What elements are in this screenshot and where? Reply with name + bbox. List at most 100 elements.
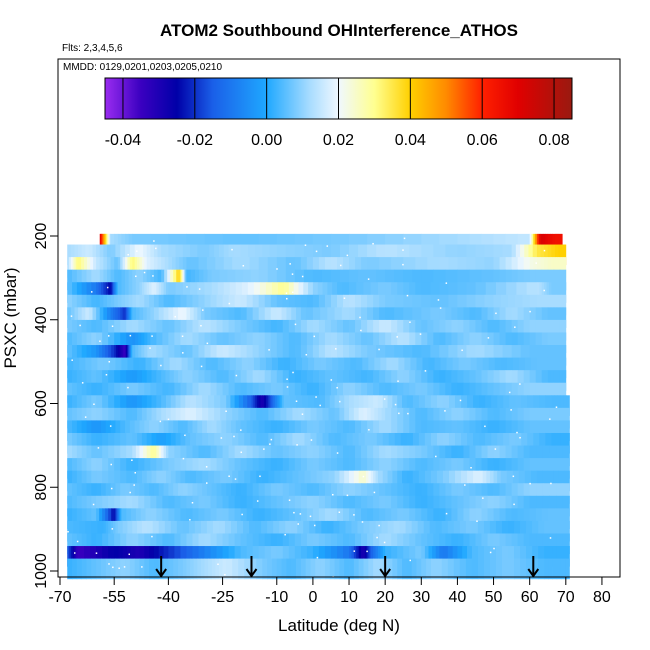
heatmap-cell [161,407,167,429]
heatmap-cell [511,495,519,517]
heatmap-cell [276,319,284,341]
heatmap-cell [463,332,470,354]
heatmap-cell [128,307,131,328]
heatmap-cell [173,483,179,504]
heatmap-cell [421,483,428,504]
heatmap-cell [349,458,356,479]
heatmap-cell [487,407,494,429]
heatmap-cell [114,432,121,454]
heatmap-cell [349,420,356,442]
heatmap-cell [562,420,570,442]
heatmap-cell [76,370,83,391]
heatmap-cell [373,370,380,391]
heatmap-cell [78,546,85,567]
heatmap-cell [554,395,558,416]
gap-dot [476,520,478,522]
heatmap-cell [180,495,187,517]
heatmap-cell [206,520,214,542]
heatmap-cell [380,357,387,379]
heatmap-cell [353,470,360,492]
heatmap-cell [536,244,541,266]
gap-dot [128,553,131,556]
heatmap-cell [226,483,232,504]
heatmap-cell [529,319,537,341]
heatmap-cell [349,244,359,266]
heatmap-cell [373,508,380,529]
heatmap-cell [233,244,242,266]
heatmap-cell [149,546,155,567]
heatmap-cell [170,407,177,429]
gap-dot [291,273,294,275]
heatmap-cell [149,282,152,303]
heatmap-cell [126,307,128,328]
heatmap-cell [246,445,254,467]
heatmap-cell [73,357,80,379]
heatmap-cell [126,495,133,517]
gap-dot [76,540,79,543]
heatmap-cell [421,345,431,366]
heatmap-cell [523,420,531,442]
heatmap-cell [562,458,570,479]
heatmap-cell [156,319,163,341]
heatmap-cell [76,282,83,303]
heatmap-cell [212,520,220,542]
heatmap-cell [109,233,111,255]
heatmap-cell [91,520,98,542]
heatmap-cell [128,269,133,291]
heatmap-cell [547,233,551,255]
heatmap-cell [523,495,531,517]
heatmap-cell [234,546,242,567]
heatmap-cell [439,407,446,429]
heatmap-cell [327,307,335,328]
heatmap-cell [457,483,464,504]
heatmap-cell [153,307,160,328]
x-tick-label: 10 [340,589,358,606]
heatmap-cell [350,357,357,379]
heatmap-cell [300,345,308,366]
heatmap-cell [457,332,464,354]
heatmap-cell [161,395,167,416]
heatmap-cell [156,370,162,391]
heatmap-cell [409,495,416,517]
heatmap-cell [222,294,230,316]
heatmap-cell [475,533,482,555]
heatmap-cell [469,332,476,354]
heatmap-cell [324,382,332,404]
heatmap-cell [132,370,138,391]
heatmap-cell [455,432,462,454]
heatmap-cell [99,345,103,366]
heatmap-cell [487,458,494,479]
heatmap-cell [294,382,302,404]
heatmap-cell [161,432,167,454]
heatmap-cell [475,370,482,391]
heatmap-cell [174,319,181,341]
gap-dot [326,245,329,247]
heatmap-cell [268,407,275,429]
heatmap-cell [111,508,115,529]
heatmap-cell [286,307,292,328]
heatmap-cell [72,294,78,316]
heatmap-cell [391,546,398,567]
heatmap-cell [204,319,211,341]
heatmap-cell [324,319,332,341]
heatmap-cell [536,458,544,479]
x-tick-label: -70 [48,589,71,606]
heatmap-cell [270,370,278,391]
heatmap-cell [144,319,151,341]
heatmap-cell [161,269,165,291]
gap-dot [508,391,511,394]
heatmap-cell [110,294,115,316]
colorbar-tick-label: 0.00 [251,132,282,149]
heatmap-cell [91,332,97,354]
heatmap-cell [198,508,205,529]
gap-dot [445,282,448,284]
heatmap-cell [200,307,205,328]
heatmap-cell [204,495,211,517]
heatmap-cell [526,546,533,567]
heatmap-cell [540,244,545,266]
heatmap-cell [394,307,404,328]
heatmap-cell [332,282,338,303]
heatmap-cell [559,345,567,366]
heatmap-cell [208,407,215,429]
heatmap-cell [246,294,254,316]
